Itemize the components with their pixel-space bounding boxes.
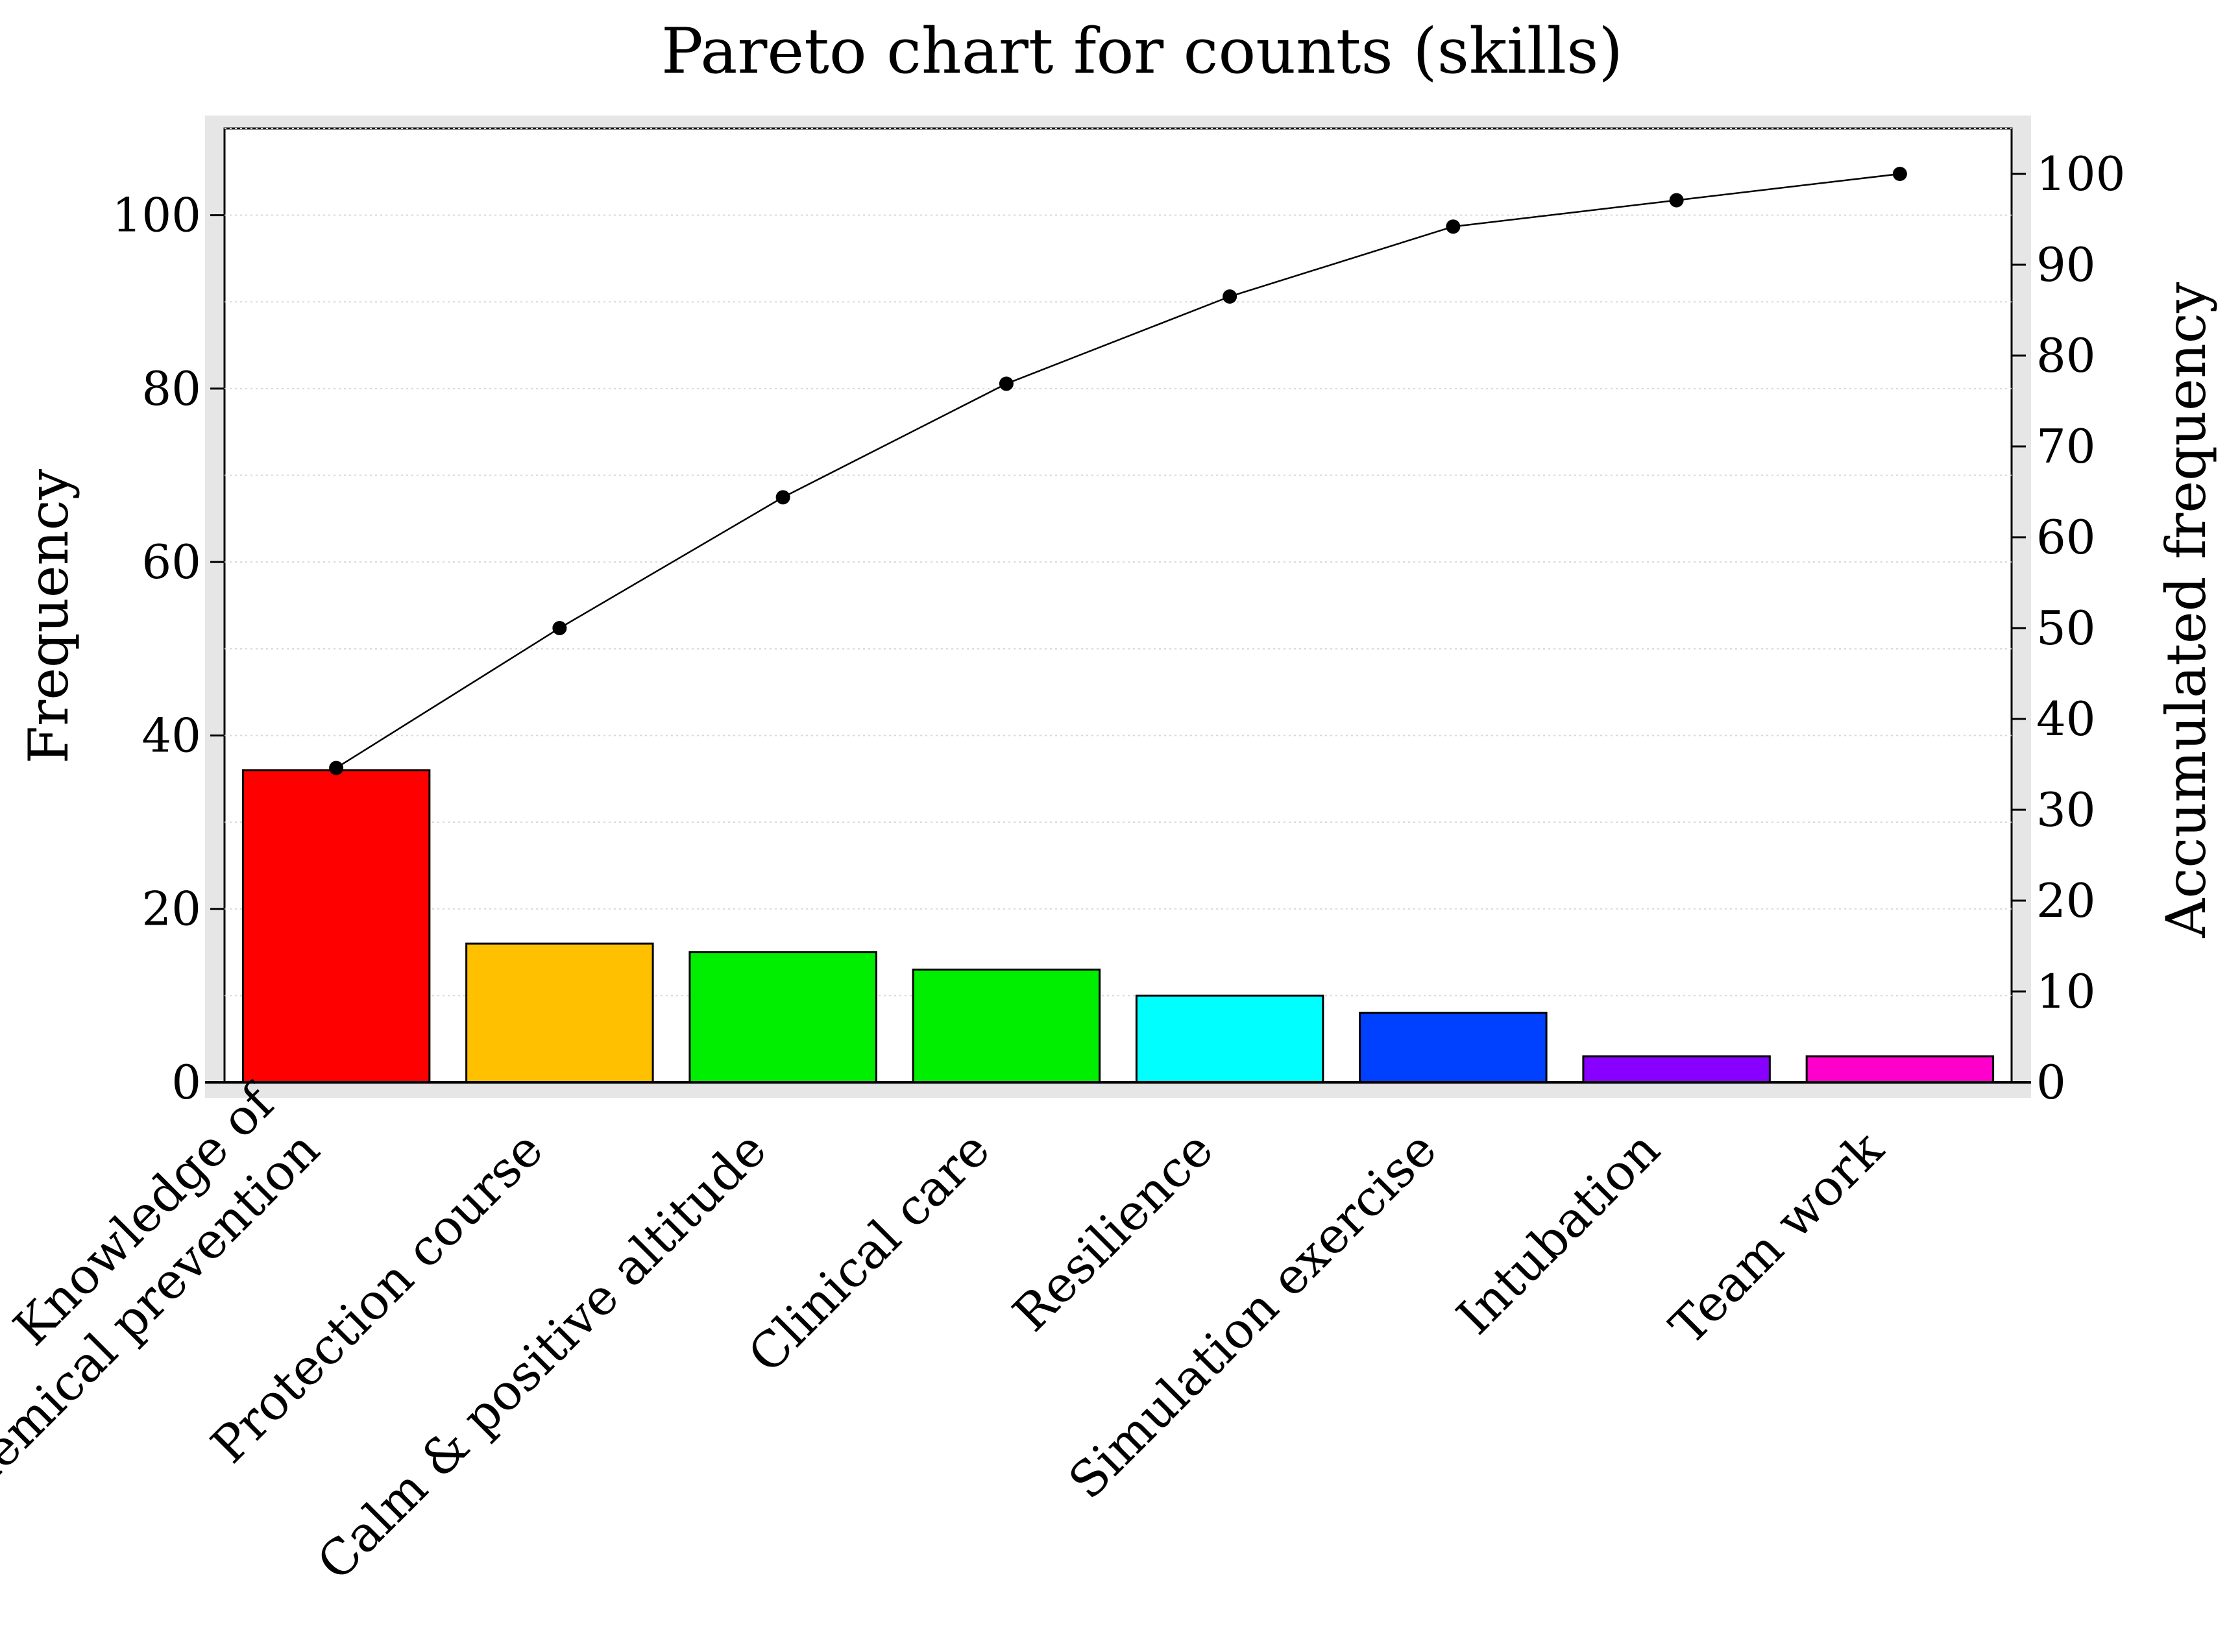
category-label: Simulation exercise: [1058, 1120, 1448, 1510]
cumulative-point: [1669, 193, 1684, 208]
y-axis-title: Frequency: [17, 468, 80, 764]
bar: [241, 769, 431, 1084]
bar: [1135, 994, 1324, 1084]
bar: [1582, 1055, 1771, 1084]
bar: [465, 942, 654, 1084]
cumulative-polyline: [335, 173, 1901, 769]
y2-tick-label: 20: [2036, 873, 2096, 928]
category-label: Intubation: [1446, 1120, 1671, 1345]
cumulative-point: [999, 376, 1014, 391]
category-label-line: Team work: [1659, 1120, 1895, 1356]
category-label: Resilience: [1002, 1120, 1224, 1342]
bar: [1359, 1012, 1548, 1084]
y-tick-label: 0: [171, 1055, 201, 1110]
left-axis-ticks: 0 20 40 60 80 100: [112, 188, 225, 1110]
cumulative-point: [1223, 289, 1237, 304]
y2-tick-label: 10: [2036, 964, 2096, 1019]
y2-tick-label: 50: [2036, 601, 2096, 655]
y2-tick-label: 80: [2036, 328, 2096, 383]
y2-tick-label: 40: [2036, 692, 2096, 746]
plot-area: [223, 127, 2013, 1084]
category-label: Calm & positive altitude: [306, 1120, 777, 1591]
cumulative-point: [1892, 167, 1907, 181]
y2-tick-label: 70: [2036, 419, 2096, 474]
y2-tick-label: 60: [2036, 510, 2096, 565]
y-tick-label: 20: [141, 882, 201, 936]
category-label: Team work: [1659, 1120, 1895, 1356]
category-label-line: Simulation exercise: [1058, 1120, 1448, 1510]
cumulative-line: [329, 167, 1907, 775]
chart-title: Pareto chart for counts (skills): [661, 15, 1623, 88]
bars: [241, 769, 1995, 1084]
cumulative-point: [775, 490, 790, 505]
y2-axis-title: Accumulated frequency: [2154, 282, 2218, 938]
category-label: Clinical care: [737, 1120, 1001, 1383]
bar: [688, 951, 877, 1084]
cumulative-point: [552, 621, 567, 635]
y-tick-label: 60: [141, 535, 201, 589]
cumulative-point: [1446, 219, 1461, 234]
right-axis-ticks: 0 10 20 30 40 50 60 70 80 90 100: [2012, 147, 2125, 1110]
y2-tick-label: 30: [2036, 783, 2096, 837]
bar: [912, 968, 1101, 1084]
y-tick-label: 100: [112, 188, 201, 243]
bar: [1805, 1055, 1995, 1084]
y2-tick-label: 90: [2036, 237, 2096, 292]
y-tick-label: 80: [141, 361, 201, 416]
y2-tick-label: 100: [2036, 147, 2125, 201]
category-label-line: Resilience: [1002, 1120, 1224, 1342]
category-label-line: Calm & positive altitude: [306, 1120, 777, 1591]
category-label-line: Clinical care: [737, 1120, 1001, 1383]
cumulative-point: [329, 760, 344, 775]
category-label-line: Intubation: [1446, 1120, 1671, 1345]
y-tick-label: 40: [141, 708, 201, 762]
y2-tick-label: 0: [2036, 1055, 2066, 1110]
